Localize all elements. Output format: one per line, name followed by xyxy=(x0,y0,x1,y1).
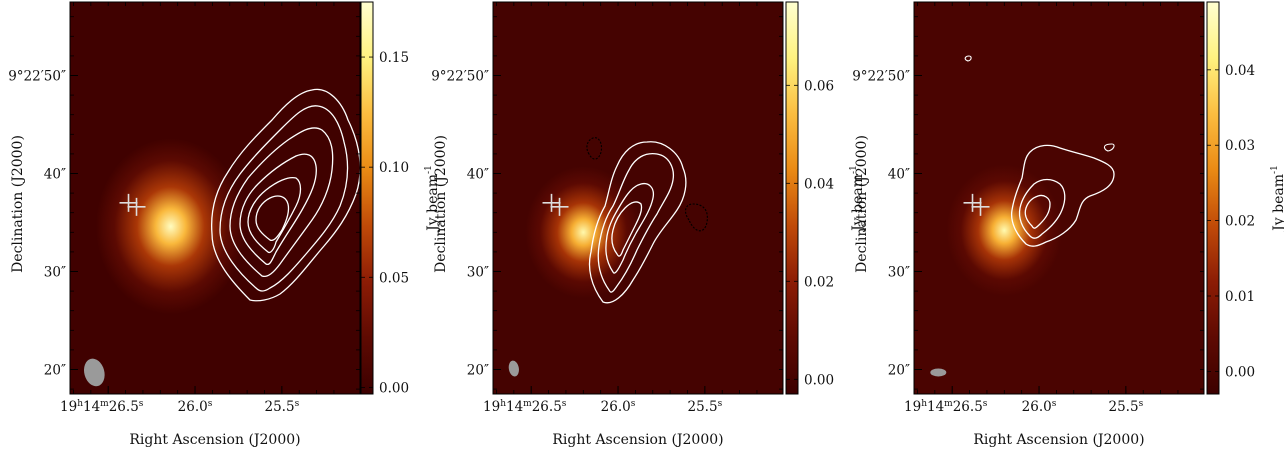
contour-line xyxy=(611,201,643,257)
colorbar-label: Jy beam-1 xyxy=(424,165,441,233)
contour-line xyxy=(588,141,687,304)
x-tick-label: 19h14m26.5s xyxy=(904,399,988,415)
x-tick-label: 26.0s xyxy=(601,399,636,415)
y-tick-label: 9°22′50″ xyxy=(431,69,489,85)
colorbar-tick-label: 0.00 xyxy=(1225,364,1255,380)
beam-ellipse xyxy=(83,358,105,387)
negative-contour xyxy=(586,137,603,160)
beam-ellipse xyxy=(508,360,519,377)
contour-line xyxy=(1024,194,1051,229)
plot-frame xyxy=(69,1,361,395)
colorbar-tick-label: 0.15 xyxy=(379,50,409,66)
x-tick-label: 19h14m26.5s xyxy=(60,399,144,415)
x-tick-label: 25.5s xyxy=(1109,399,1144,415)
y-tick-label: 40″ xyxy=(44,167,66,183)
x-tick-label: 25.5s xyxy=(688,399,723,415)
emission-peak xyxy=(946,164,1063,297)
colorbar xyxy=(785,1,799,395)
y-tick-label: 20″ xyxy=(467,363,489,379)
y-tick-label: 9°22′50″ xyxy=(8,69,66,85)
colorbar xyxy=(1206,1,1220,395)
minor-ticks xyxy=(914,2,1204,394)
contour-line xyxy=(210,88,361,302)
colorbar-tick-label: 0.04 xyxy=(804,176,834,192)
contour-line xyxy=(229,127,334,278)
beam-ellipse xyxy=(930,368,947,377)
colorbar-label: Jy beam-1 xyxy=(849,165,866,233)
contour-line xyxy=(1010,144,1115,247)
plot-frame xyxy=(913,1,1205,395)
x-axis-title: Right Ascension (J2000) xyxy=(973,432,1144,448)
x-tick-label: 25.5s xyxy=(265,399,300,415)
position-marker xyxy=(963,193,990,216)
colorbar-tick-label: 0.05 xyxy=(379,270,409,286)
x-tick-label: 26.0s xyxy=(1022,399,1057,415)
colorbar-tick-label: 0.04 xyxy=(1225,63,1255,79)
x-axis-title: Right Ascension (J2000) xyxy=(129,432,300,448)
y-tick-label: 40″ xyxy=(467,167,489,183)
panel-1: 19h14m26.5s 26.0s 25.5s 20″ 30″ 40″ 9°22′50″ Ri… xyxy=(8,1,441,448)
panel-2: 19h14m26.5s 26.0s 25.5s 20″ 30″ 40″ 9°22′50″ Ri… xyxy=(431,1,866,448)
contour-line xyxy=(255,195,290,242)
x-tick-label: 26.0s xyxy=(178,399,213,415)
colorbar-tick-label: 0.02 xyxy=(804,274,834,290)
y-axis-title: Declination (J2000) xyxy=(854,135,870,273)
y-tick-label: 20″ xyxy=(888,363,910,379)
contour-set xyxy=(210,88,361,302)
y-tick-label: 30″ xyxy=(467,265,489,281)
position-marker xyxy=(542,193,569,216)
x-axis-title: Right Ascension (J2000) xyxy=(552,432,723,448)
x-tick-label: 19h14m26.5s xyxy=(483,399,567,415)
contour-set xyxy=(964,55,1115,247)
y-tick-label: 30″ xyxy=(44,265,66,281)
plot-frame xyxy=(492,1,784,395)
colorbar-tick-label: 0.00 xyxy=(804,372,834,388)
y-axis-title: Declination (J2000) xyxy=(433,135,449,273)
colorbar-label: Jy beam-1 xyxy=(1270,165,1284,233)
contour-line xyxy=(964,55,972,62)
contour-line xyxy=(1103,143,1115,152)
colorbar-tick-label: 0.01 xyxy=(1225,289,1255,305)
y-tick-label: 30″ xyxy=(888,265,910,281)
colorbar-tick-label: 0.00 xyxy=(379,380,409,396)
y-tick-label: 20″ xyxy=(44,363,66,379)
colorbar-tick-label: 0.02 xyxy=(1225,214,1255,230)
y-axis-title: Declination (J2000) xyxy=(10,135,26,273)
contour-line xyxy=(219,105,349,292)
contour-line xyxy=(247,176,302,254)
position-marker xyxy=(119,193,146,216)
emission-peak xyxy=(95,138,246,315)
colorbar-tick-label: 0.03 xyxy=(1225,138,1255,154)
contour-line xyxy=(239,153,317,266)
colorbar-tick-label: 0.06 xyxy=(804,78,834,94)
emission-peak xyxy=(525,166,642,299)
negative-contour xyxy=(684,203,708,232)
y-tick-label: 40″ xyxy=(888,167,910,183)
colorbar xyxy=(360,1,374,395)
contour-line xyxy=(1018,178,1066,239)
colorbar-tick-label: 0.10 xyxy=(379,160,409,176)
y-tick-label: 9°22′50″ xyxy=(852,69,910,85)
contour-line xyxy=(597,152,675,293)
minor-ticks xyxy=(493,2,783,394)
panel-3: 19h14m26.5s 26.0s 25.5s 20″ 30″ 40″ 9°22′50″ Ri… xyxy=(852,1,1284,448)
contour-set xyxy=(586,137,708,304)
contour-line xyxy=(605,182,655,274)
